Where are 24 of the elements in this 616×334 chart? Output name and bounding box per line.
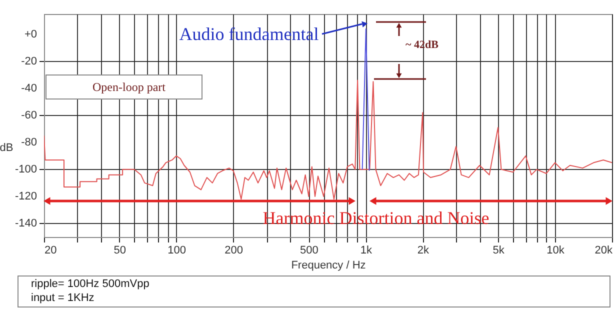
x-tick-label: 100 <box>168 244 186 256</box>
y-tick-label: -60 <box>21 109 37 122</box>
x-tick-label: 200 <box>224 244 244 256</box>
x-tick-label: 20 <box>44 244 57 256</box>
x-tick-label: 50 <box>114 244 126 256</box>
x-tick-label: 500 <box>300 244 318 256</box>
line-series <box>362 28 370 172</box>
x-axis-title: Frequency / Hz <box>291 260 366 272</box>
y-axis-title: dB <box>0 142 14 154</box>
x-tick-label: 10k <box>546 244 565 256</box>
y-tick-label: +0 <box>24 28 37 40</box>
y-tick-label: -80 <box>21 136 37 148</box>
y-tick-label: -40 <box>21 82 37 94</box>
x-tick-label: 5k <box>492 244 505 256</box>
annotation: Open-loop part <box>92 80 166 94</box>
y-tick-label: -20 <box>21 55 37 68</box>
x-tick-label: 2k <box>417 244 430 256</box>
x-tick-label: 1k <box>360 244 372 256</box>
text: input = 1KHz <box>31 292 94 304</box>
y-tick-label: -100 <box>14 163 37 176</box>
text: ripple= 100Hz 500mVpp <box>31 278 150 290</box>
y-tick-label: -120 <box>14 190 37 202</box>
y-tick-label: -140 <box>14 217 37 230</box>
x-tick-label: 20k <box>594 244 613 256</box>
